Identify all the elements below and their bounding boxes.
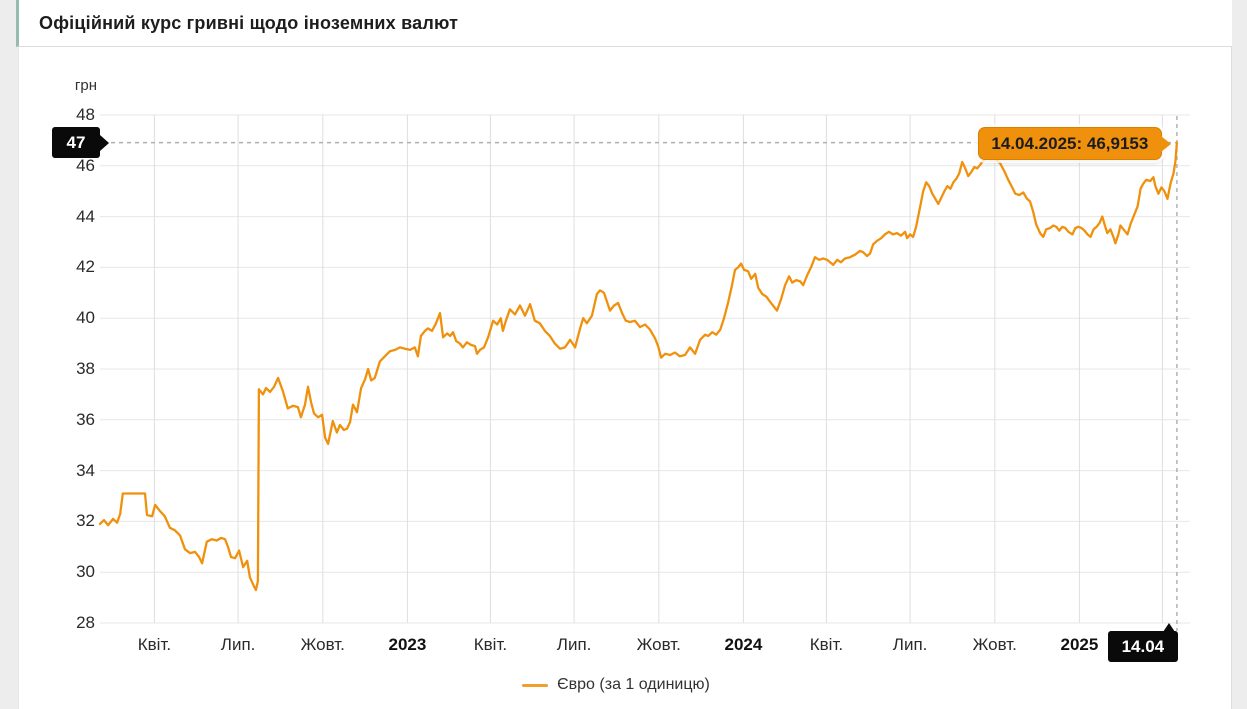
- x-tick-label-Лип: Лип.: [556, 635, 592, 654]
- x-tick-label-2024: 2024: [724, 635, 763, 654]
- legend-item-euro[interactable]: Євро (за 1 одиницю): [522, 676, 710, 694]
- x-tick-label-Жовт: Жовт.: [300, 635, 345, 654]
- x-tick-label-Квіт: Квіт.: [473, 635, 508, 654]
- y-tick-label-30: 30: [76, 562, 95, 582]
- crosshair-x-badge-label: 14.04: [1121, 636, 1165, 656]
- crosshair-y-badge: 47: [52, 127, 109, 159]
- chart-card: [18, 0, 1232, 709]
- chart-tooltip-text: 14.04.2025: 46,9153: [991, 133, 1149, 153]
- x-tick-label-Лип: Лип.: [220, 635, 256, 654]
- y-axis-unit-label: грн: [74, 77, 97, 94]
- legend-line-swatch: [522, 683, 549, 687]
- x-tick-label-Лип: Лип.: [892, 635, 928, 654]
- chart-tooltip: 14.04.2025: 46,9153: [977, 127, 1171, 161]
- crosshair-y-badge-label: 47: [66, 132, 86, 152]
- x-tick-label-2025: 2025: [1060, 635, 1099, 654]
- crosshair-x-badge: 14.04: [1107, 623, 1178, 662]
- y-tick-label-40: 40: [76, 308, 95, 328]
- y-tick-label-44: 44: [76, 206, 95, 226]
- x-tick-label-Квіт: Квіт.: [809, 635, 844, 654]
- x-tick-label-2023: 2023: [388, 635, 427, 654]
- x-tick-label-Жовт: Жовт.: [636, 635, 681, 654]
- y-tick-label-38: 38: [76, 359, 95, 378]
- y-tick-label-34: 34: [76, 460, 95, 480]
- y-tick-label-28: 28: [76, 613, 95, 632]
- y-tick-label-36: 36: [76, 409, 95, 429]
- x-tick-label-Квіт: Квіт.: [137, 635, 172, 654]
- x-tick-label-Жовт: Жовт.: [972, 635, 1017, 654]
- legend-label: Євро (за 1 одиницю): [557, 676, 710, 693]
- y-tick-label-46: 46: [76, 155, 95, 175]
- chart-header: Офіційний курс гривні щодо іноземних вал…: [16, 0, 1232, 47]
- y-tick-label-32: 32: [76, 511, 95, 531]
- y-tick-label-48: 48: [76, 105, 95, 124]
- y-tick-label-42: 42: [76, 257, 95, 277]
- legend: Євро (за 1 одиницю): [18, 676, 1214, 694]
- page-title: Офіційний курс гривні щодо іноземних вал…: [39, 12, 459, 33]
